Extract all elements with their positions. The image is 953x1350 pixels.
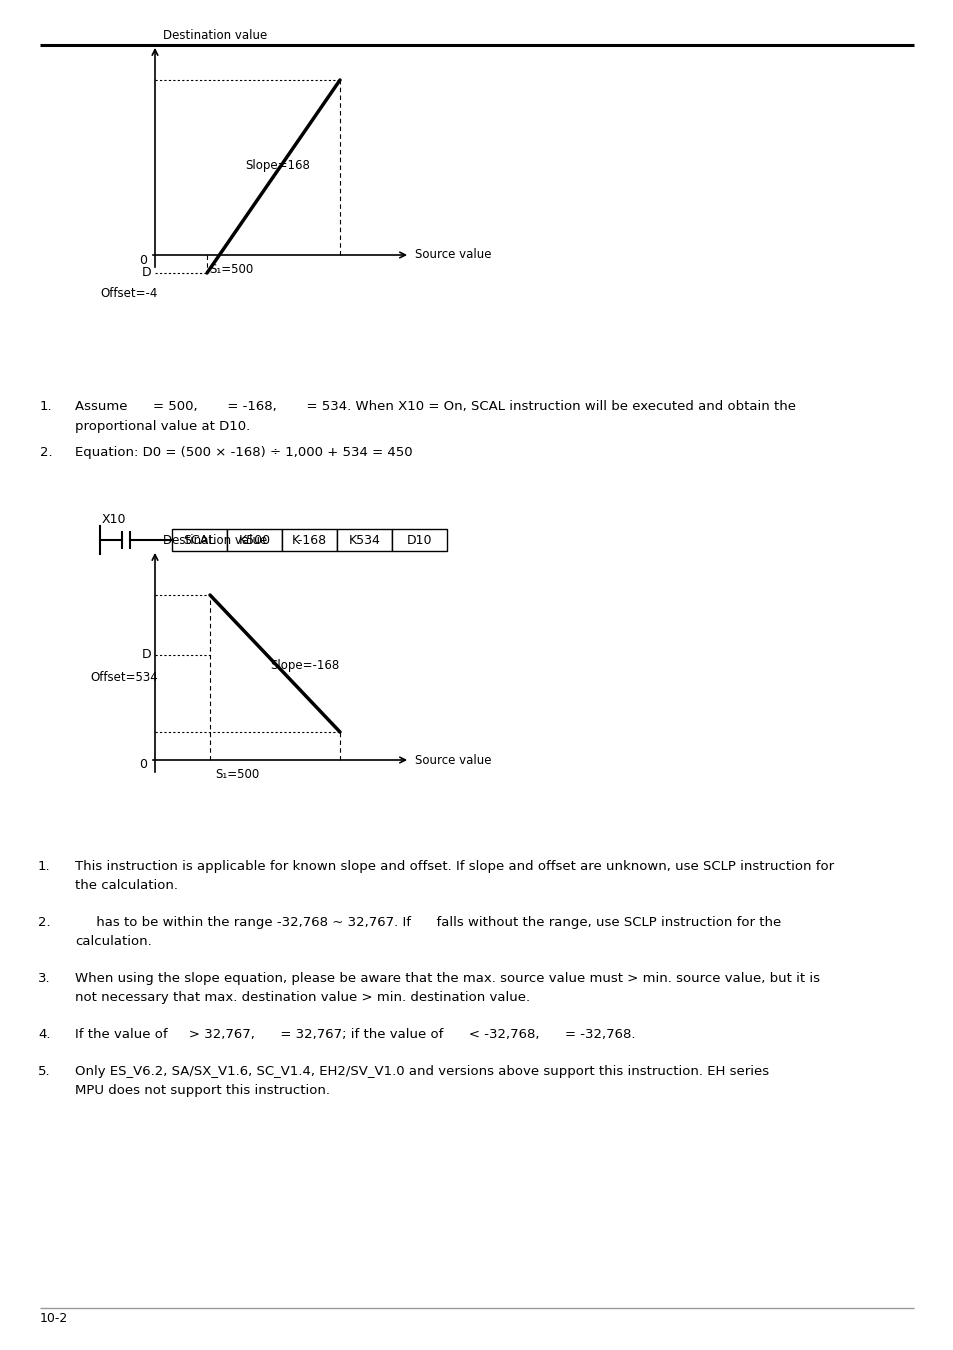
Text: Slope=-168: Slope=-168 <box>270 659 339 671</box>
Text: 0: 0 <box>139 254 147 266</box>
Text: proportional value at D10.: proportional value at D10. <box>75 420 250 433</box>
Text: 1.: 1. <box>38 860 51 873</box>
Text: the calculation.: the calculation. <box>75 879 178 892</box>
Text: 3.: 3. <box>38 972 51 986</box>
Text: Source value: Source value <box>415 753 491 767</box>
Text: S₁=500: S₁=500 <box>214 768 259 782</box>
Text: D: D <box>141 266 151 279</box>
Text: This instruction is applicable for known slope and offset. If slope and offset a: This instruction is applicable for known… <box>75 860 833 873</box>
Text: Assume      = 500,       = -168,       = 534. When X10 = On, SCAL instruction wi: Assume = 500, = -168, = 534. When X10 = … <box>75 400 795 413</box>
Text: K500: K500 <box>238 533 271 547</box>
Bar <box>282 529 336 551</box>
Text: not necessary that max. destination value > min. destination value.: not necessary that max. destination valu… <box>75 991 530 1004</box>
Text: 4.: 4. <box>38 1027 51 1041</box>
Text: MPU does not support this instruction.: MPU does not support this instruction. <box>75 1084 330 1098</box>
Text: SCAL: SCAL <box>183 533 215 547</box>
Text: calculation.: calculation. <box>75 936 152 948</box>
Text: Destination value: Destination value <box>163 28 267 42</box>
Text: 0: 0 <box>139 759 147 771</box>
Text: D10: D10 <box>406 533 432 547</box>
Text: has to be within the range -32,768 ~ 32,767. If      falls without the range, us: has to be within the range -32,768 ~ 32,… <box>75 917 781 929</box>
Text: Equation: D0 = (500 × -168) ÷ 1,000 + 534 = 450: Equation: D0 = (500 × -168) ÷ 1,000 + 53… <box>75 446 413 459</box>
Text: Slope=168: Slope=168 <box>245 158 310 171</box>
Text: Destination value: Destination value <box>163 535 267 547</box>
Text: Source value: Source value <box>415 248 491 262</box>
Text: Offset=534: Offset=534 <box>90 671 157 684</box>
Text: 1.: 1. <box>40 400 52 413</box>
Text: If the value of     > 32,767,      = 32,767; if the value of      < -32,768,    : If the value of > 32,767, = 32,767; if t… <box>75 1027 635 1041</box>
Text: S₁=500: S₁=500 <box>209 263 253 275</box>
Text: 5.: 5. <box>38 1065 51 1079</box>
Text: Only ES_V6.2, SA/SX_V1.6, SC_V1.4, EH2/SV_V1.0 and versions above support this i: Only ES_V6.2, SA/SX_V1.6, SC_V1.4, EH2/S… <box>75 1065 768 1079</box>
Text: 10-2: 10-2 <box>40 1312 69 1324</box>
Text: K-168: K-168 <box>292 533 327 547</box>
Text: X10: X10 <box>102 513 127 526</box>
Text: Offset=-4: Offset=-4 <box>100 288 157 300</box>
Bar <box>227 529 282 551</box>
Text: 2.: 2. <box>40 446 52 459</box>
Text: D: D <box>141 648 151 662</box>
Text: When using the slope equation, please be aware that the max. source value must >: When using the slope equation, please be… <box>75 972 820 986</box>
Bar <box>336 529 392 551</box>
Bar <box>172 529 227 551</box>
Text: 2.: 2. <box>38 917 51 929</box>
Text: K534: K534 <box>348 533 380 547</box>
Bar <box>392 529 447 551</box>
